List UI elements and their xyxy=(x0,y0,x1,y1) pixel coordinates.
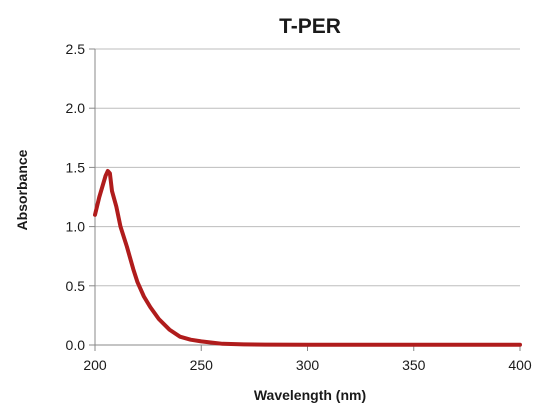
series-line-0 xyxy=(93,169,522,347)
y-tick-label: 1.5 xyxy=(66,159,86,175)
x-tick-label: 250 xyxy=(190,357,214,373)
y-axis-label: Absorbance xyxy=(14,149,30,230)
x-tick-label: 300 xyxy=(296,357,320,373)
x-tick-label: 400 xyxy=(508,357,532,373)
series-layer xyxy=(93,169,522,347)
y-tick-label: 2.0 xyxy=(66,100,86,116)
grid xyxy=(95,48,520,287)
y-tick-label: 0.0 xyxy=(66,337,86,353)
chart-title: T-PER xyxy=(279,15,341,38)
x-tick-label: 200 xyxy=(83,357,107,373)
axes xyxy=(89,48,521,351)
x-axis-label: Wavelength (nm) xyxy=(254,387,366,403)
y-tick-label: 2.5 xyxy=(66,41,86,57)
y-tick-labels: 0.0 0.5 1.0 1.5 2.0 2.5 xyxy=(66,41,86,353)
y-tick-label: 0.5 xyxy=(66,278,86,294)
x-tick-label: 350 xyxy=(402,357,426,373)
y-tick-label: 1.0 xyxy=(66,219,86,235)
x-tick-labels: 200 250 300 350 400 xyxy=(83,357,532,373)
